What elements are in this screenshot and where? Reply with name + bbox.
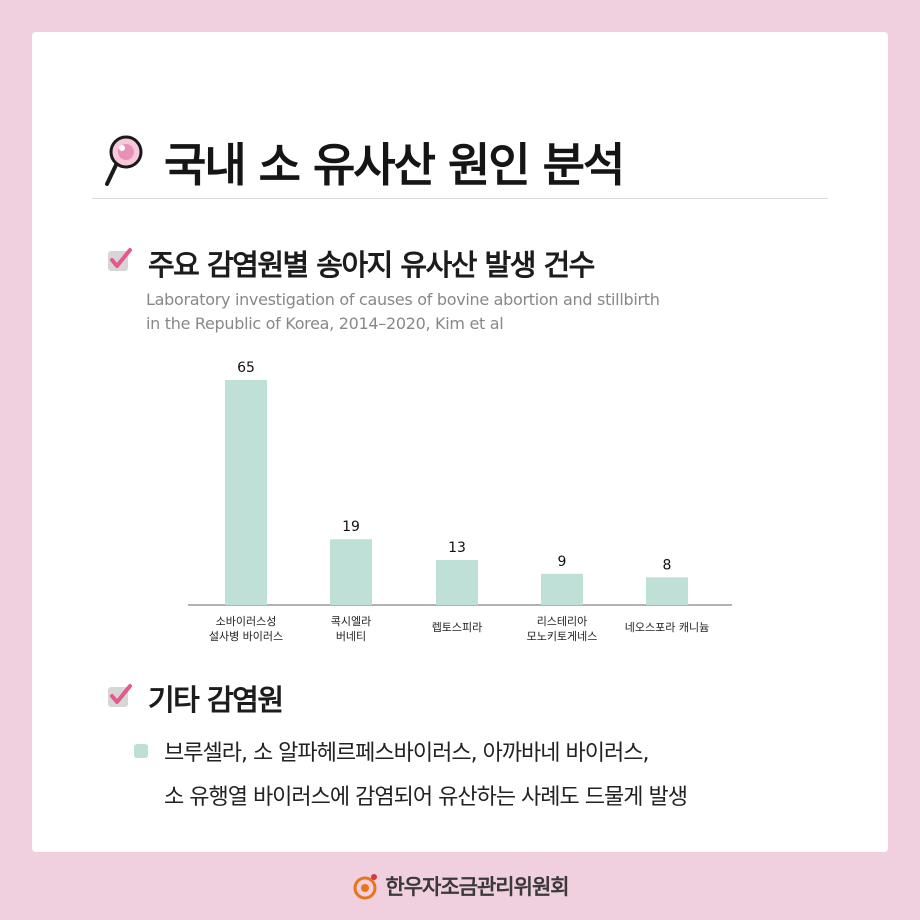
checkbox-icon (108, 684, 132, 707)
source-line-2: in the Republic of Korea, 2014–2020, Kim… (146, 314, 504, 333)
title-row: 국내 소 유사산 원인 분석 (102, 127, 625, 197)
section1-heading: 주요 감염원별 송아지 유사산 발생 건수 (148, 248, 595, 282)
category-label: 버네티 (336, 630, 366, 643)
category-label: 렙토스피라 (432, 621, 483, 634)
category-label: 모노키토게네스 (527, 630, 598, 643)
source-line-1: Laboratory investigation of causes of bo… (146, 290, 660, 309)
section2-heading: 기타 감염원 (148, 683, 284, 717)
bar (646, 577, 688, 605)
data-label: 65 (237, 360, 255, 376)
data-label: 19 (342, 519, 360, 535)
data-label: 8 (663, 557, 672, 573)
data-label: 13 (448, 540, 466, 556)
category-label: 콕시엘라 (331, 615, 371, 628)
category-label: 네오스포라 캐니늄 (625, 621, 709, 634)
footer: 한우자조금관리위원회 (0, 868, 920, 904)
title-divider (92, 198, 828, 199)
bullet-text: 브루셀라, 소 알파헤르페스바이러스, 아까바네 바이러스, 소 유행열 바이러… (164, 732, 864, 820)
category-label: 설사병 바이러스 (209, 630, 283, 643)
bullet-line-2: 소 유행열 바이러스에 감염되어 유산하는 사례도 드물게 발생 (164, 785, 688, 810)
bar (330, 539, 372, 605)
category-label: 리스테리아 (537, 615, 588, 628)
checkbox-icon (108, 248, 132, 271)
bar (225, 380, 267, 605)
category-label: 소바이러스성 (216, 615, 277, 628)
org-name: 한우자조금관리위원회 (385, 875, 569, 899)
hanwoo-logo-icon (353, 874, 378, 900)
bar (541, 573, 583, 605)
bullet-marker (134, 744, 148, 758)
content-card: 국내 소 유사산 원인 분석 주요 감염원별 송아지 유사산 발생 건수 Lab… (32, 32, 888, 852)
chart-source: Laboratory investigation of causes of bo… (146, 288, 746, 336)
bullet-line-1: 브루셀라, 소 알파헤르페스바이러스, 아까바네 바이러스, (164, 741, 649, 766)
data-label: 9 (558, 554, 567, 570)
bar (436, 560, 478, 605)
page-title: 국내 소 유사산 원인 분석 (164, 138, 625, 192)
magnifier-icon (105, 135, 143, 186)
